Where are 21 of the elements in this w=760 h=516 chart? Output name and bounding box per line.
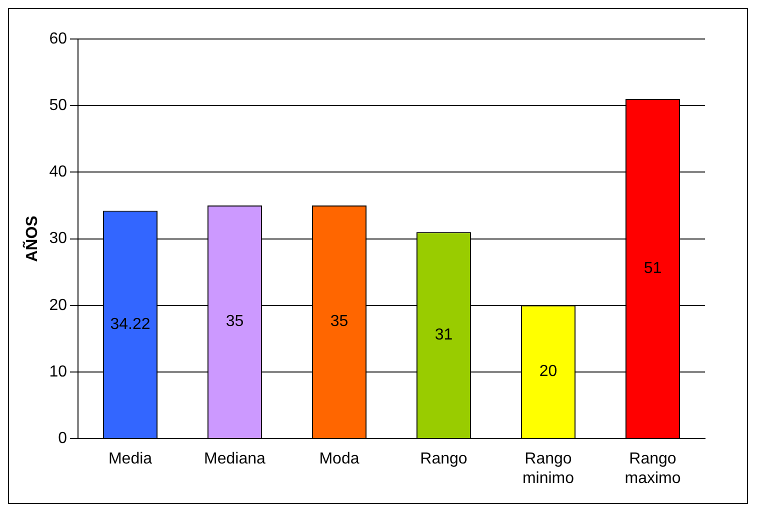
- data-label: 31: [434, 326, 453, 344]
- data-label: 35: [330, 313, 348, 330]
- x-tick-label: Media: [108, 450, 152, 468]
- data-label: 34.22: [110, 316, 150, 333]
- x-tick-label: Rango maximo: [624, 450, 681, 487]
- y-tick-label: 60: [49, 30, 68, 48]
- chart-frame: AÑOS Media Mediana Moda Rango Rango minimo Rango maximo 0 10 20 30 40 50 60 34.22 35 35 31 20 51: [8, 8, 748, 504]
- data-label: 51: [644, 260, 662, 277]
- x-tick-label: Rango minimo: [522, 450, 574, 487]
- y-tick-label: 50: [49, 97, 68, 114]
- y-tick-label: 0: [58, 430, 68, 448]
- y-tick-label: 30: [49, 230, 68, 248]
- x-tick-label: Moda: [319, 450, 360, 468]
- x-tick-label: Rango: [420, 450, 468, 468]
- x-tick-label: Mediana: [204, 450, 266, 468]
- y-tick-label: 20: [49, 296, 68, 314]
- y-axis-title: AÑOS: [22, 215, 42, 262]
- data-label: 35: [226, 313, 244, 330]
- y-tick-label: 10: [49, 363, 68, 380]
- y-tick-label: 40: [49, 164, 68, 181]
- data-label: 20: [539, 363, 558, 380]
